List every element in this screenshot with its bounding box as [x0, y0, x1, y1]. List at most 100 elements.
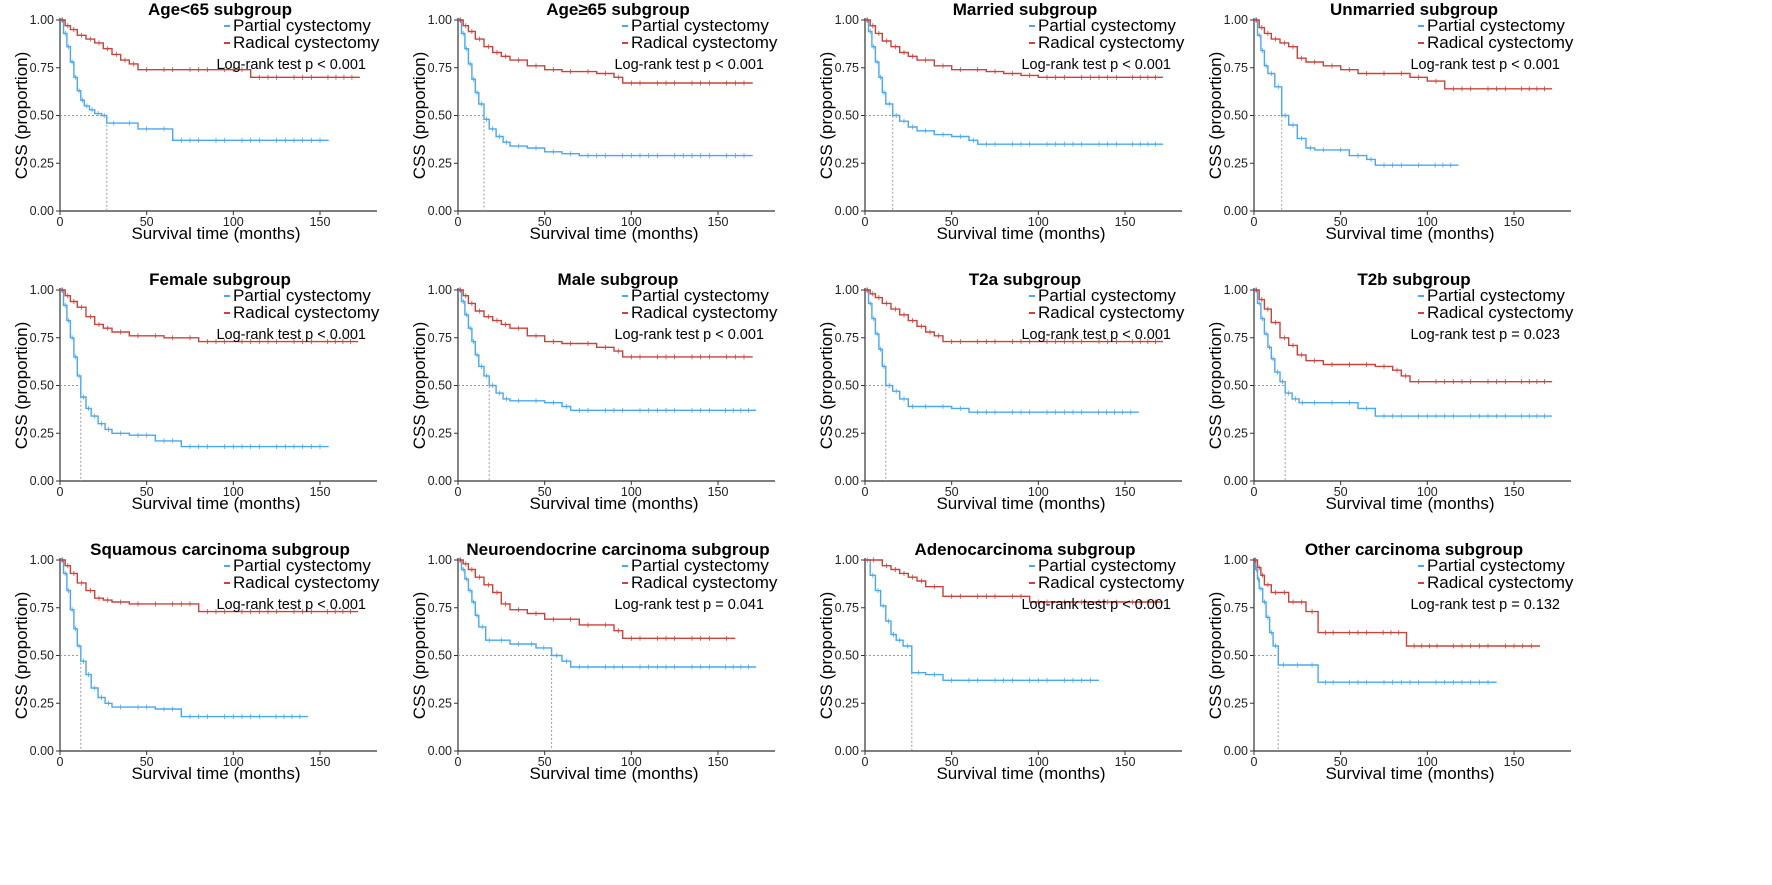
x-tick-label: 100	[1417, 755, 1438, 769]
censor-marks	[62, 557, 351, 615]
y-tick-label: 1.00	[1224, 283, 1248, 297]
y-axis-label: CSS (proportion)	[12, 322, 31, 450]
legend-label: Radical cystectomy	[1427, 573, 1574, 592]
y-tick-label: 0.75	[835, 331, 859, 345]
x-tick-label: 150	[310, 215, 331, 229]
x-tick-label: 150	[1115, 755, 1136, 769]
legend-label: Partial cystectomy	[1038, 286, 1176, 305]
y-tick-label: 0.00	[30, 744, 54, 758]
y-tick-label: 0.50	[1224, 379, 1248, 393]
x-tick-label: 100	[223, 215, 244, 229]
censor-marks	[1256, 287, 1545, 385]
x-tick-label: 50	[140, 485, 154, 499]
censor-marks	[866, 17, 1156, 147]
x-tick-label: 150	[310, 755, 331, 769]
x-tick-label: 50	[945, 755, 959, 769]
y-axis-label: CSS (proportion)	[410, 322, 429, 450]
legend-label: Partial cystectomy	[233, 16, 371, 35]
censor-marks	[867, 17, 1156, 80]
legend-label: Radical cystectomy	[1038, 303, 1185, 322]
logrank-annotation: Log-rank test p < 0.001	[216, 327, 366, 343]
panel-title: Male subgroup	[558, 270, 679, 289]
panel-title: T2a subgroup	[969, 270, 1081, 289]
y-tick-label: 1.00	[835, 13, 859, 27]
y-tick-label: 0.00	[1224, 744, 1248, 758]
x-tick-label: 50	[1334, 215, 1348, 229]
panel-3: Married subgroup 0.00 0.25 0.50 0.75 1.00 0 50 1…	[817, 0, 1185, 243]
legend-label: Radical cystectomy	[631, 33, 778, 52]
logrank-annotation: Log-rank test p < 0.001	[1021, 597, 1171, 613]
panel-5: Female subgroup 0.00 0.25 0.50 0.75 1.00 0 50 10…	[12, 270, 380, 513]
x-axis-label: Survival time (months)	[936, 494, 1105, 513]
x-tick-label: 50	[945, 485, 959, 499]
x-tick-label: 100	[1417, 485, 1438, 499]
logrank-annotation: Log-rank test p = 0.132	[1410, 597, 1560, 613]
median-reference-line	[60, 385, 82, 481]
censor-marks	[460, 557, 728, 641]
panel-title: Married subgroup	[953, 0, 1098, 19]
y-tick-label: 0.75	[835, 61, 859, 75]
legend-label: Radical cystectomy	[1427, 33, 1574, 52]
panel-title: Age<65 subgroup	[148, 0, 292, 19]
x-tick-label: 100	[1417, 215, 1438, 229]
x-tick-label: 0	[455, 755, 462, 769]
logrank-annotation: Log-rank test p < 0.001	[1021, 57, 1171, 73]
y-tick-label: 0.25	[428, 696, 452, 710]
y-tick-label: 0.25	[30, 156, 54, 170]
y-tick-label: 0.50	[835, 109, 859, 123]
censor-marks	[1254, 557, 1489, 685]
x-tick-label: 50	[1334, 485, 1348, 499]
y-tick-label: 1.00	[1224, 553, 1248, 567]
panel-title: Age≥65 subgroup	[546, 0, 689, 19]
y-tick-label: 0.75	[30, 601, 54, 615]
x-tick-label: 100	[1028, 215, 1049, 229]
y-tick-label: 0.75	[1224, 331, 1248, 345]
partial-cystectomy-curve	[865, 289, 1139, 413]
y-tick-label: 1.00	[835, 283, 859, 297]
panel-4: Unmarried subgroup 0.00 0.25 0.50 0.75 1.00 0 5…	[1206, 0, 1574, 243]
censor-marks	[460, 17, 745, 86]
x-axis-label: Survival time (months)	[1325, 494, 1494, 513]
y-axis-label: CSS (proportion)	[1206, 322, 1225, 450]
legend-label: Partial cystectomy	[1427, 286, 1565, 305]
radical-cystectomy-curve	[458, 289, 753, 358]
y-tick-label: 0.50	[835, 379, 859, 393]
y-tick-label: 0.75	[428, 61, 452, 75]
y-tick-label: 0.25	[1224, 156, 1248, 170]
x-tick-label: 0	[862, 215, 869, 229]
x-tick-label: 0	[1251, 485, 1258, 499]
x-tick-label: 100	[621, 485, 642, 499]
y-tick-label: 0.25	[835, 696, 859, 710]
x-tick-label: 150	[1115, 485, 1136, 499]
y-tick-label: 1.00	[30, 283, 54, 297]
y-tick-label: 0.00	[835, 204, 859, 218]
x-tick-label: 100	[1028, 485, 1049, 499]
x-tick-label: 0	[57, 485, 64, 499]
panel-title: Other carcinoma subgroup	[1305, 540, 1523, 559]
panel-title: Adenocarcinoma subgroup	[914, 540, 1135, 559]
x-axis-label: Survival time (months)	[131, 224, 300, 243]
y-tick-label: 1.00	[428, 553, 452, 567]
y-axis-label: CSS (proportion)	[1206, 592, 1225, 720]
y-tick-label: 0.50	[428, 109, 452, 123]
logrank-annotation: Log-rank test p = 0.041	[614, 597, 764, 613]
censor-marks	[1256, 17, 1545, 92]
y-tick-label: 0.00	[428, 204, 452, 218]
legend-label: Partial cystectomy	[1427, 556, 1565, 575]
y-tick-label: 0.50	[30, 649, 54, 663]
legend-label: Partial cystectomy	[1038, 16, 1176, 35]
y-tick-label: 0.00	[30, 204, 54, 218]
y-axis-label: CSS (proportion)	[817, 52, 836, 180]
partial-cystectomy-curve	[60, 19, 329, 141]
panel-title: T2b subgroup	[1357, 270, 1470, 289]
panel-title: Neuroendocrine carcinoma subgroup	[466, 540, 769, 559]
partial-cystectomy-curve	[458, 19, 753, 157]
radical-cystectomy-curve	[458, 559, 736, 639]
y-tick-label: 0.00	[835, 474, 859, 488]
panel-6: Male subgroup 0.00 0.25 0.50 0.75 1.00 0 50 100 1…	[410, 270, 778, 513]
legend-label: Radical cystectomy	[1038, 573, 1185, 592]
censor-marks	[61, 287, 321, 450]
x-tick-label: 0	[862, 485, 869, 499]
y-tick-label: 0.00	[835, 744, 859, 758]
x-tick-label: 0	[57, 215, 64, 229]
